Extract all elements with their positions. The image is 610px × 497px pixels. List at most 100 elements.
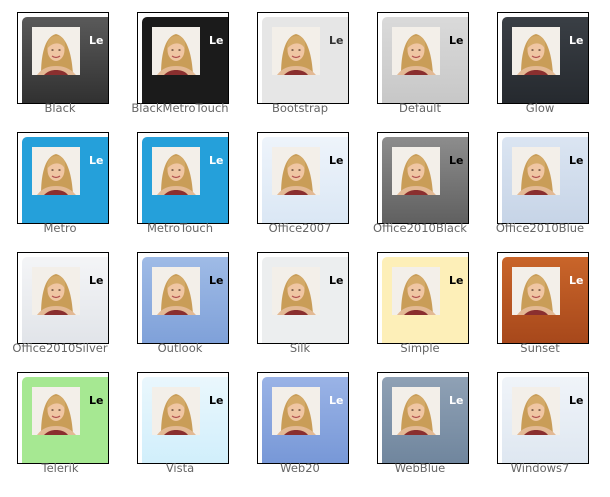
preview-text: Le <box>89 274 104 287</box>
skin-tile-blackmetrotouch[interactable]: Le BlackMetroTouch <box>120 0 240 120</box>
skin-thumbnail[interactable]: Le <box>497 252 589 344</box>
avatar <box>152 27 200 75</box>
skin-thumbnail[interactable]: Le <box>257 12 349 104</box>
avatar <box>272 387 320 435</box>
avatar <box>392 147 440 195</box>
preview-text: Le <box>209 154 224 167</box>
skin-tile-glow[interactable]: Le Glow <box>480 0 600 120</box>
skin-name-label: Outlook <box>157 341 203 355</box>
skin-thumbnail[interactable]: Le <box>377 132 469 224</box>
avatar <box>392 267 440 315</box>
avatar <box>32 147 80 195</box>
skin-thumbnail[interactable]: Le <box>17 252 109 344</box>
skin-thumbnail[interactable]: Le <box>17 132 109 224</box>
avatar <box>152 147 200 195</box>
skin-tile-simple[interactable]: Le Simple <box>360 240 480 360</box>
preview-text: Le <box>329 154 344 167</box>
avatar <box>152 267 200 315</box>
preview-text: Le <box>89 154 104 167</box>
skin-name-label: Metro <box>43 221 77 235</box>
skin-tile-windows7[interactable]: Le Windows7 <box>480 360 600 480</box>
skin-tile-office2010black[interactable]: Le Office2010Black <box>360 120 480 240</box>
preview-text: Le <box>449 34 464 47</box>
preview-text: Le <box>329 394 344 407</box>
avatar <box>272 27 320 75</box>
skin-thumbnail[interactable]: Le <box>257 252 349 344</box>
preview-text: Le <box>209 34 224 47</box>
skin-name-label: Office2010Black <box>373 221 467 235</box>
preview-text: Le <box>569 154 584 167</box>
skin-name-label: BlackMetroTouch <box>131 101 229 115</box>
skin-tile-office2010blue[interactable]: Le Office2010Blue <box>480 120 600 240</box>
preview-text: Le <box>569 34 584 47</box>
skin-name-label: MetroTouch <box>146 221 214 235</box>
skin-name-label: Glow <box>525 101 555 115</box>
preview-text: Le <box>209 274 224 287</box>
skin-thumbnail[interactable]: Le <box>17 12 109 104</box>
skin-thumbnail[interactable]: Le <box>497 12 589 104</box>
skin-name-label: Office2007 <box>268 221 332 235</box>
skin-tile-black[interactable]: Le Black <box>0 0 120 120</box>
preview-text: Le <box>449 154 464 167</box>
avatar <box>32 387 80 435</box>
preview-text: Le <box>89 34 104 47</box>
skin-tile-vista[interactable]: Le Vista <box>120 360 240 480</box>
preview-text: Le <box>329 34 344 47</box>
skin-tile-web20[interactable]: Le Web20 <box>240 360 360 480</box>
skin-thumbnail[interactable]: Le <box>17 372 109 464</box>
skin-thumbnail[interactable]: Le <box>137 372 229 464</box>
skin-name-label: Bootstrap <box>271 101 329 115</box>
skin-name-label: Silk <box>289 341 311 355</box>
skin-tile-silk[interactable]: Le Silk <box>240 240 360 360</box>
skin-name-label: Web20 <box>280 461 320 475</box>
skin-tile-bootstrap[interactable]: Le Bootstrap <box>240 0 360 120</box>
skin-tile-metro[interactable]: Le Metro <box>0 120 120 240</box>
avatar <box>512 387 560 435</box>
avatar <box>512 147 560 195</box>
skin-tile-telerik[interactable]: Le Telerik <box>0 360 120 480</box>
skin-name-label: Sunset <box>520 341 560 355</box>
avatar <box>512 267 560 315</box>
preview-text: Le <box>449 394 464 407</box>
preview-text: Le <box>329 274 344 287</box>
avatar <box>512 27 560 75</box>
avatar <box>272 147 320 195</box>
skin-tile-outlook[interactable]: Le Outlook <box>120 240 240 360</box>
avatar <box>392 27 440 75</box>
skin-tile-default[interactable]: Le Default <box>360 0 480 120</box>
avatar <box>272 267 320 315</box>
skin-tile-office2007[interactable]: Le Office2007 <box>240 120 360 240</box>
skin-thumbnail[interactable]: Le <box>137 252 229 344</box>
skin-name-label: Office2010Silver <box>12 341 108 355</box>
skin-thumbnail[interactable]: Le <box>497 372 589 464</box>
skin-thumbnail[interactable]: Le <box>377 252 469 344</box>
skin-thumbnail[interactable]: Le <box>137 132 229 224</box>
preview-text: Le <box>89 394 104 407</box>
skin-tile-sunset[interactable]: Le Sunset <box>480 240 600 360</box>
skin-name-label: Simple <box>400 341 440 355</box>
skin-thumbnail[interactable]: Le <box>257 372 349 464</box>
skin-name-label: Default <box>398 101 442 115</box>
skin-tile-metrotouch[interactable]: Le MetroTouch <box>120 120 240 240</box>
avatar <box>392 387 440 435</box>
skin-thumbnail[interactable]: Le <box>377 372 469 464</box>
preview-text: Le <box>209 394 224 407</box>
avatar <box>32 267 80 315</box>
skin-name-label: Vista <box>165 461 195 475</box>
preview-text: Le <box>449 274 464 287</box>
avatar <box>152 387 200 435</box>
skin-thumbnail[interactable]: Le <box>257 132 349 224</box>
avatar <box>32 27 80 75</box>
skin-name-label: Telerik <box>41 461 79 475</box>
skin-thumbnail[interactable]: Le <box>377 12 469 104</box>
skin-name-label: Office2010Blue <box>495 221 585 235</box>
skin-name-label: Black <box>44 101 76 115</box>
preview-text: Le <box>569 394 584 407</box>
skin-tile-webblue[interactable]: Le WebBlue <box>360 360 480 480</box>
skin-thumbnail[interactable]: Le <box>497 132 589 224</box>
skin-tile-office2010silver[interactable]: Le Office2010Silver <box>0 240 120 360</box>
skin-name-label: WebBlue <box>394 461 446 475</box>
skin-thumbnail[interactable]: Le <box>137 12 229 104</box>
skin-name-label: Windows7 <box>510 461 570 475</box>
